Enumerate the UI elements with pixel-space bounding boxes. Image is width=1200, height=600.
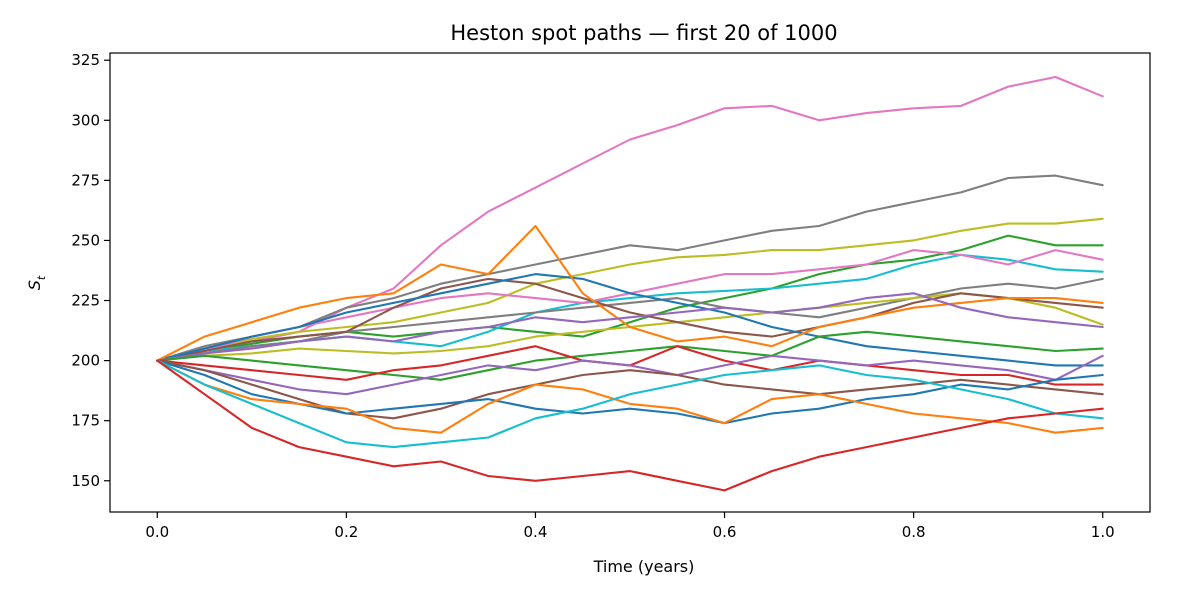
series-line-10 (156, 273, 1104, 367)
series-line-11 (156, 224, 1104, 362)
y-tick-label: 200 (71, 352, 100, 370)
y-tick-label: 275 (71, 171, 100, 189)
x-tick-label: 0.4 (524, 523, 548, 541)
series-line-19 (156, 359, 1104, 449)
y-tick-label: 175 (71, 412, 100, 430)
series-line-3 (156, 217, 1104, 362)
series-line-17 (156, 359, 1104, 425)
series-line-13 (156, 330, 1104, 381)
y-tick-label: 300 (71, 111, 100, 129)
y-tick-label: 150 (71, 472, 100, 490)
y-axis-label: St (25, 275, 48, 290)
y-tick-label: 250 (71, 231, 100, 249)
x-tick-label: 0.2 (334, 523, 358, 541)
series-line-2 (156, 174, 1104, 362)
series-line-6 (156, 249, 1104, 362)
x-tick-label: 1.0 (1091, 523, 1115, 541)
series-line-9 (156, 277, 1104, 362)
series-lines (156, 75, 1104, 492)
x-axis-label: Time (years) (593, 557, 695, 576)
x-axis: 0.0 0.2 0.4 0.6 0.8 1.0 (145, 512, 1115, 541)
y-axis-label-subscript: t (35, 275, 48, 280)
series-line-7 (156, 277, 1104, 362)
chart-title: Heston spot paths — first 20 of 1000 (450, 21, 837, 45)
y-axis-label-main: S (25, 280, 44, 290)
series-line-16 (156, 359, 1104, 420)
y-tick-label: 325 (71, 51, 100, 69)
series-line-15 (156, 354, 1104, 396)
x-tick-label: 0.6 (713, 523, 737, 541)
y-tick-label: 225 (71, 292, 100, 310)
series-line-12 (156, 292, 1104, 362)
plot-frame (109, 52, 1151, 513)
series-line-20 (156, 359, 1104, 492)
x-tick-label: 0.8 (902, 523, 926, 541)
x-tick-label: 0.0 (145, 523, 169, 541)
series-line-18 (156, 359, 1104, 434)
y-axis: 150 175 200 225 250 275 300 325 (71, 51, 110, 490)
